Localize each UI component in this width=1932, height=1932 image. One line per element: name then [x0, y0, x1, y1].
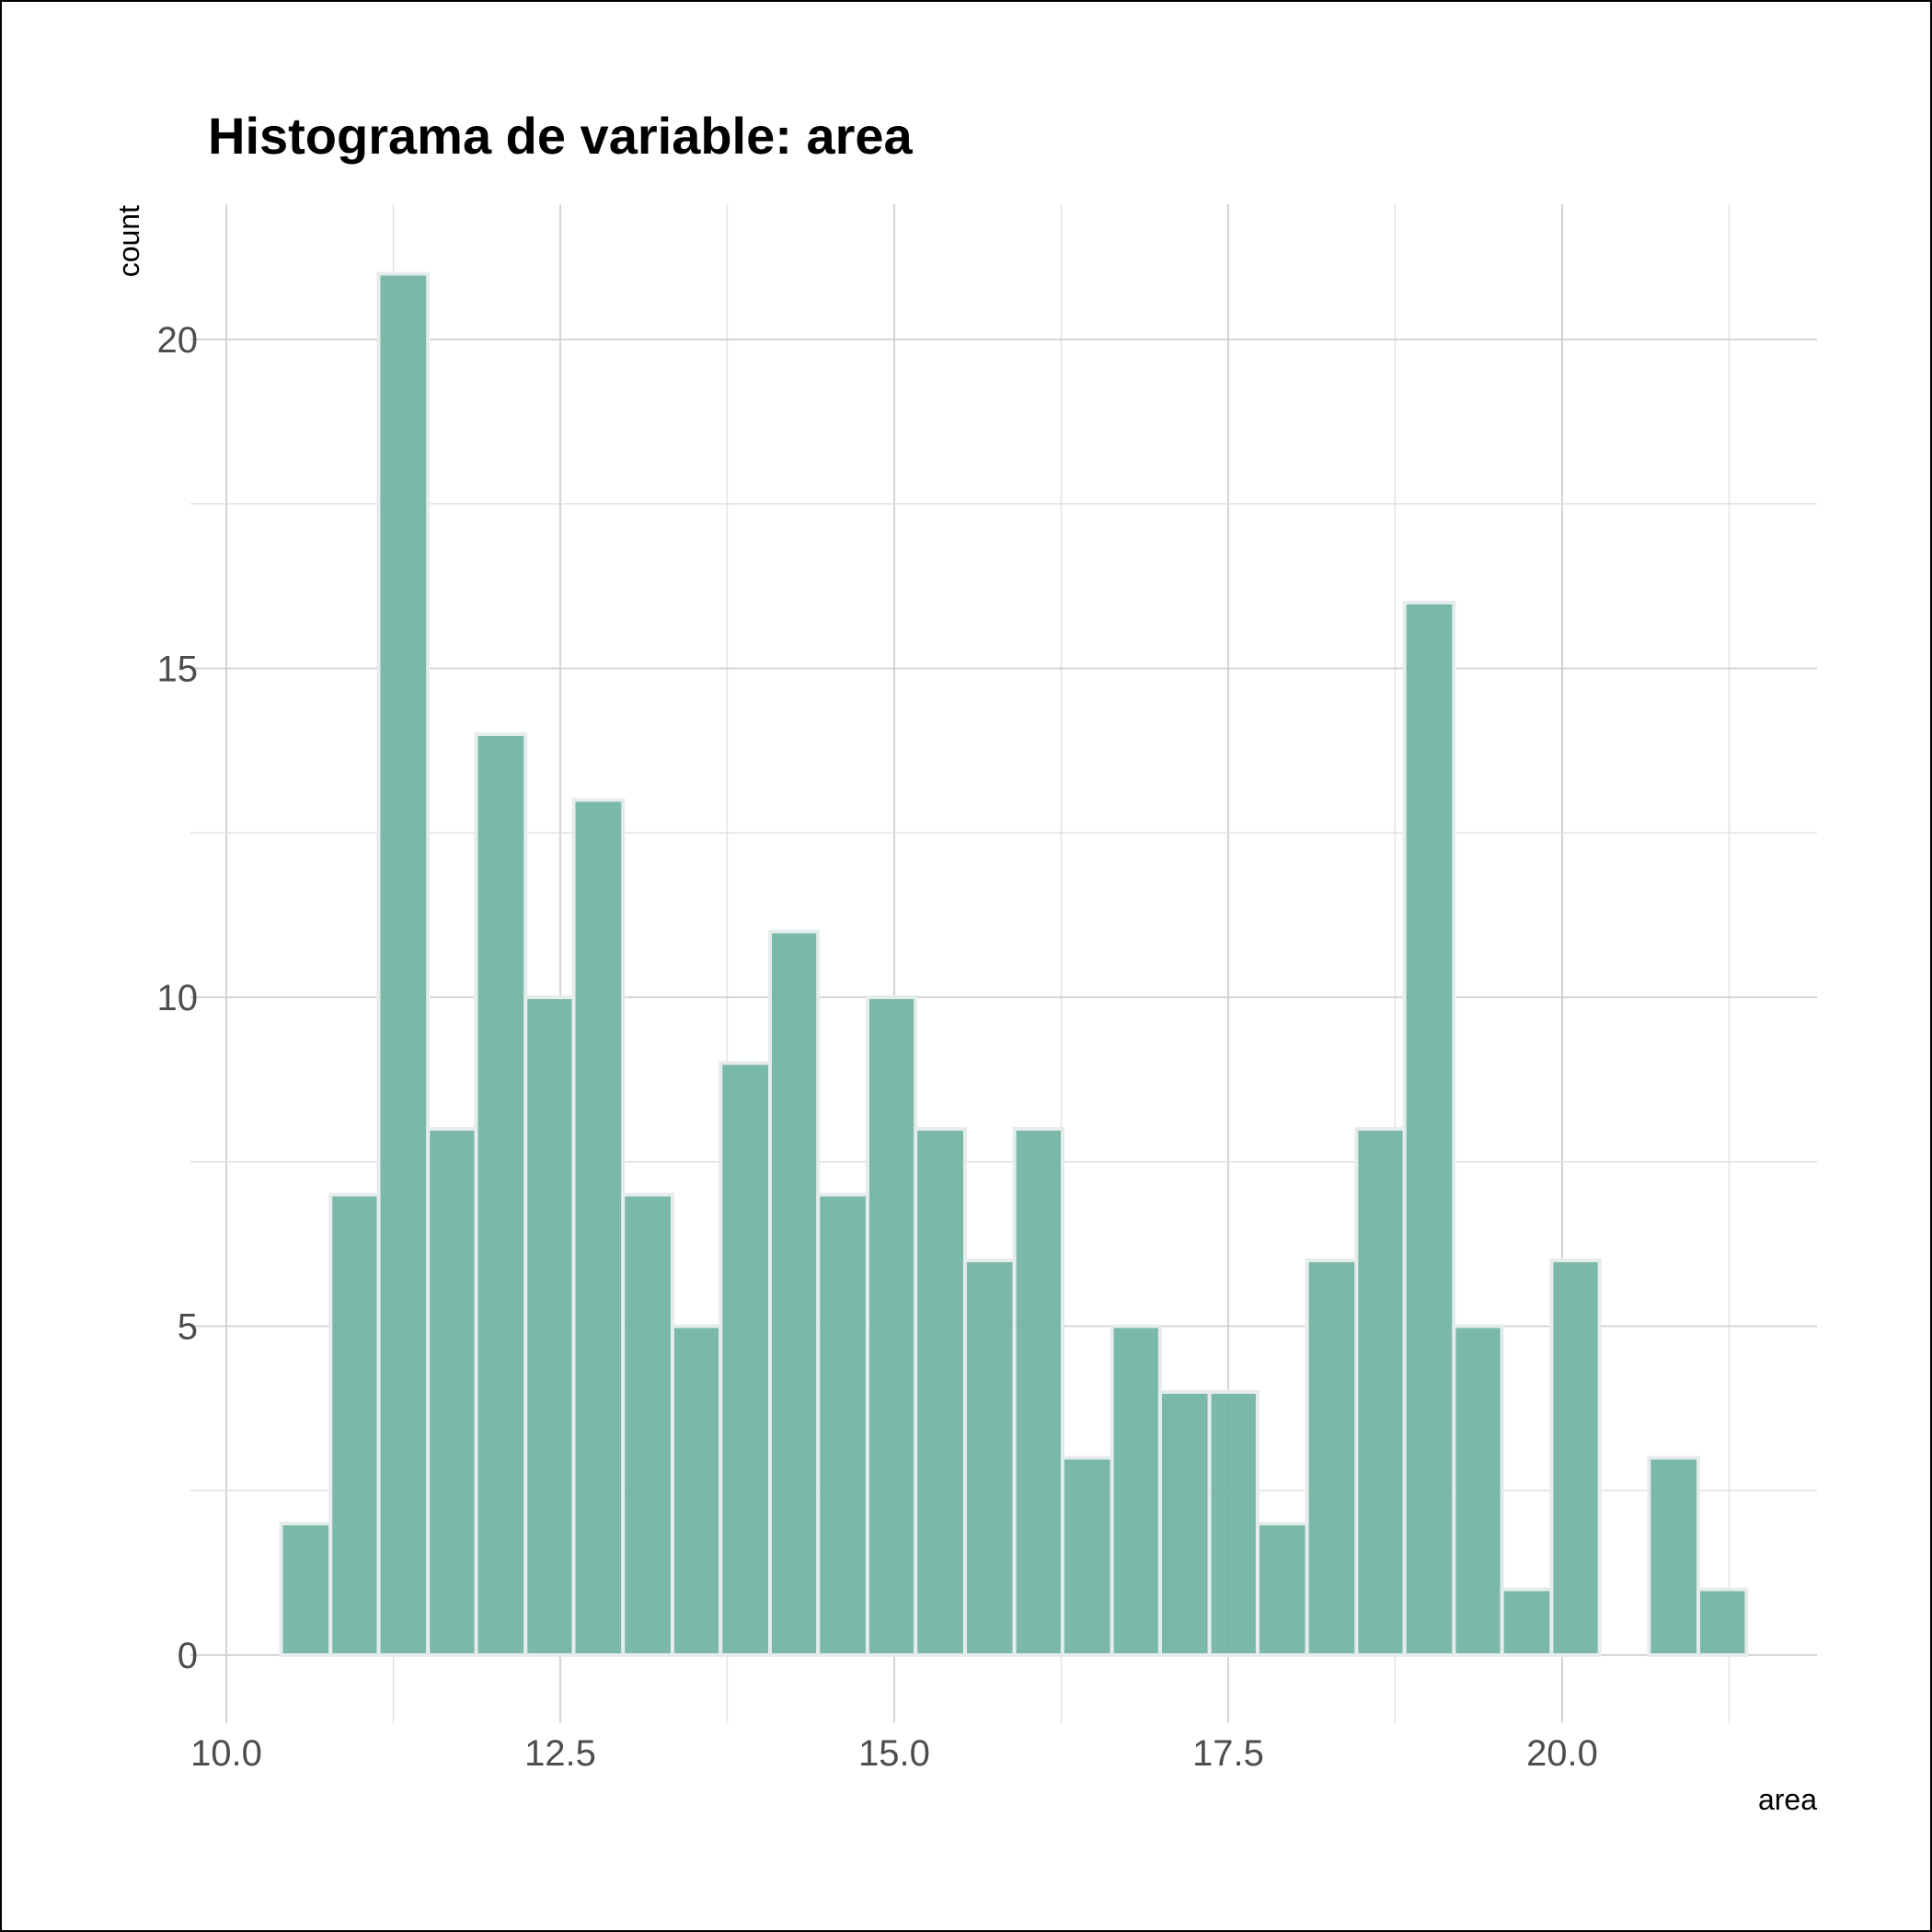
- histogram-bar: [1110, 1324, 1162, 1657]
- x-tick-label: 12.5: [524, 1733, 596, 1774]
- histogram-bar: [1696, 1587, 1749, 1657]
- histogram-bar: [962, 1259, 1017, 1657]
- y-tick-label: 15: [157, 650, 199, 690]
- histogram-bar: [1549, 1259, 1602, 1657]
- histogram-bar: [426, 1127, 478, 1657]
- histogram-bar: [523, 995, 576, 1657]
- x-axis-title: area: [1758, 1783, 1817, 1816]
- histogram-bar: [1354, 1127, 1407, 1657]
- histogram-bar: [719, 1061, 772, 1657]
- histogram-bar: [1647, 1455, 1701, 1657]
- histogram-bar: [279, 1522, 333, 1657]
- histogram-bar: [474, 732, 528, 1657]
- histogram-bar: [1452, 1324, 1504, 1657]
- chart-title: Histograma de variable: area: [208, 107, 914, 165]
- histogram-bar: [1060, 1455, 1114, 1657]
- y-tick-labels: 0 5 10 15 20: [157, 320, 199, 1676]
- histogram-bar: [670, 1324, 723, 1657]
- histogram-bar: [1305, 1259, 1359, 1657]
- bars: [279, 271, 1749, 1657]
- histogram-bar: [1402, 601, 1456, 1657]
- histogram-bar: [914, 1127, 967, 1657]
- x-tick-labels: 10.0 12.5 15.0 17.5 20.0: [190, 1733, 1598, 1774]
- histogram-bar: [328, 1192, 381, 1657]
- y-tick-label: 10: [157, 978, 199, 1018]
- histogram-bar: [1157, 1390, 1212, 1657]
- histogram-bar: [767, 929, 821, 1657]
- histogram-bar: [571, 798, 626, 1657]
- y-tick-label: 20: [157, 320, 199, 361]
- histogram-bar: [1500, 1587, 1554, 1657]
- histogram-bar: [865, 995, 918, 1657]
- x-tick-label: 10.0: [190, 1733, 262, 1774]
- histogram-bar: [1207, 1390, 1259, 1657]
- histogram-bar: [1012, 1127, 1064, 1657]
- histogram-bar: [376, 271, 431, 1657]
- y-tick-label: 0: [178, 1636, 198, 1676]
- histogram-bar: [1255, 1522, 1309, 1657]
- x-tick-label: 17.5: [1192, 1733, 1264, 1774]
- histogram-bar: [621, 1192, 674, 1657]
- histogram-bar: [816, 1192, 869, 1657]
- y-axis-title: count: [112, 205, 145, 277]
- x-tick-label: 20.0: [1526, 1733, 1598, 1774]
- y-tick-label: 5: [178, 1307, 198, 1348]
- x-tick-label: 15.0: [858, 1733, 930, 1774]
